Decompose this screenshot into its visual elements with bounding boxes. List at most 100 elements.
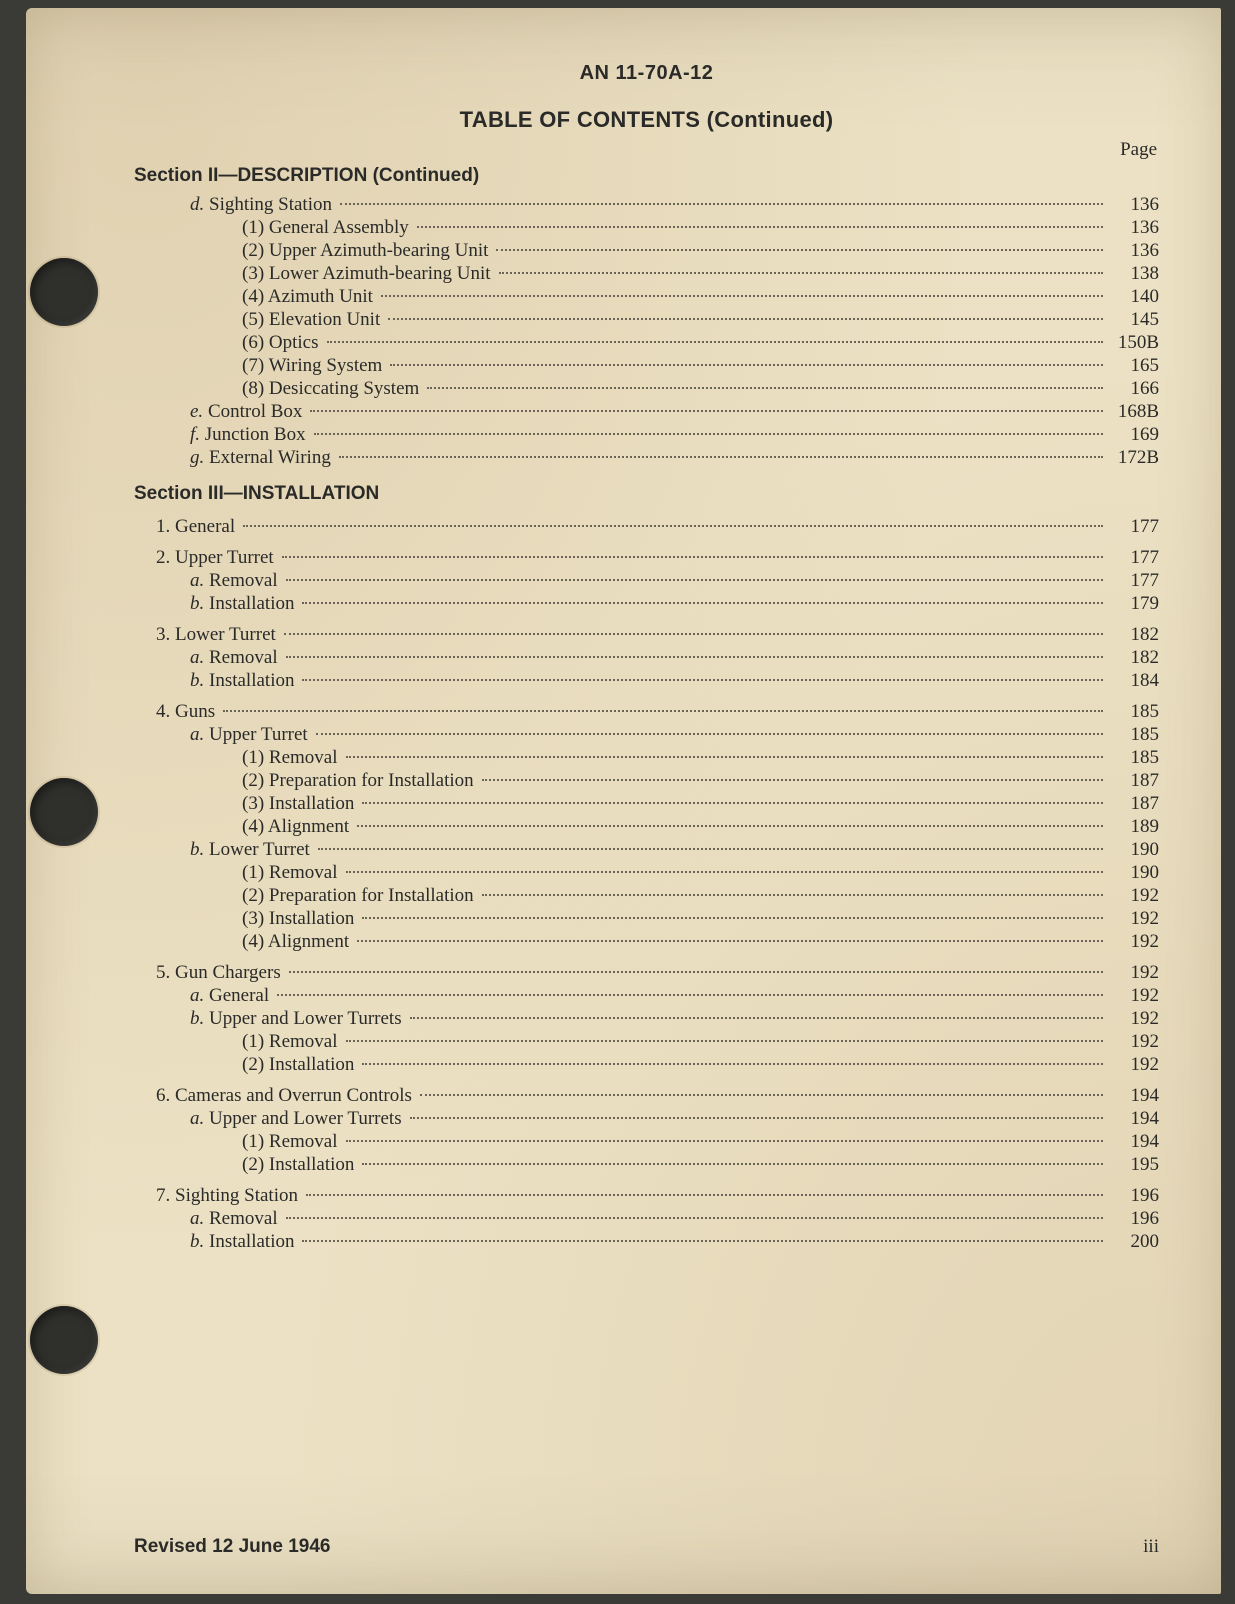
toc-entry-text: Upper and Lower Turrets bbox=[209, 1108, 402, 1129]
toc-entry-label: (6) Optics bbox=[242, 333, 325, 352]
dot-leader bbox=[388, 318, 1103, 320]
toc-entry-marker: b. bbox=[190, 839, 209, 860]
toc-entry-page: 194 bbox=[1107, 1086, 1159, 1105]
toc-entry-marker: (3) bbox=[242, 793, 269, 814]
hole-punch-icon bbox=[30, 1306, 98, 1374]
dot-leader bbox=[339, 456, 1103, 458]
toc-entry-marker: a. bbox=[190, 647, 209, 668]
toc-entry-page: 187 bbox=[1107, 794, 1159, 813]
toc-entry: (8) Desiccating System166 bbox=[134, 379, 1159, 398]
dot-leader bbox=[390, 364, 1103, 366]
toc-entry-text: Optics bbox=[269, 332, 319, 353]
toc-entry: (1) Removal192 bbox=[134, 1032, 1159, 1051]
page-content: AN 11-70A-12 TABLE OF CONTENTS (Continue… bbox=[134, 62, 1159, 1558]
toc-entry-marker: a. bbox=[190, 1108, 209, 1129]
toc-entry-label: 2. Upper Turret bbox=[156, 548, 280, 567]
toc-entry-page: 150B bbox=[1107, 333, 1159, 352]
toc-entry-page: 145 bbox=[1107, 310, 1159, 329]
toc-entry-label: a. Upper and Lower Turrets bbox=[190, 1109, 408, 1128]
dot-leader bbox=[496, 249, 1103, 251]
toc-entry-text: Removal bbox=[269, 1031, 338, 1052]
toc-entry-label: (1) Removal bbox=[242, 748, 344, 767]
toc-entry: e. Control Box168B bbox=[134, 402, 1159, 421]
toc-entry: (3) Installation 187 bbox=[134, 794, 1159, 813]
dot-leader bbox=[346, 756, 1103, 758]
dot-leader bbox=[357, 825, 1103, 827]
dot-leader bbox=[346, 1040, 1103, 1042]
toc-entry-label: b. Lower Turret bbox=[190, 840, 316, 859]
toc-entry-page: 179 bbox=[1107, 594, 1159, 613]
toc-entry-page: 184 bbox=[1107, 671, 1159, 690]
dot-leader bbox=[310, 410, 1103, 412]
toc-entry: (1) General Assembly136 bbox=[134, 218, 1159, 237]
toc-entry: 4. Guns185 bbox=[134, 702, 1159, 721]
dot-leader bbox=[302, 1240, 1103, 1242]
dot-leader bbox=[327, 341, 1103, 343]
toc-entry: (3) Lower Azimuth-bearing Unit138 bbox=[134, 264, 1159, 283]
toc-entry-page: 177 bbox=[1107, 517, 1159, 536]
toc-entry-label: (1) Removal bbox=[242, 1132, 344, 1151]
toc-entry-marker: 6. bbox=[156, 1085, 175, 1106]
toc-entry: b. Installation179 bbox=[134, 594, 1159, 613]
dot-leader bbox=[286, 656, 1103, 658]
toc-entry-page: 185 bbox=[1107, 748, 1159, 767]
dot-leader bbox=[417, 226, 1103, 228]
toc-entry-label: b. Installation bbox=[190, 1232, 300, 1251]
toc-entry: (1) Removal 185 bbox=[134, 748, 1159, 767]
toc-section-iii: 1. General1772. Upper Turret177a. Remova… bbox=[134, 517, 1159, 1251]
dot-leader bbox=[314, 433, 1103, 435]
toc-entry-marker: a. bbox=[190, 985, 209, 1006]
toc-entry-page: 194 bbox=[1107, 1132, 1159, 1151]
dot-leader bbox=[362, 1163, 1103, 1165]
toc-entry-label: (5) Elevation Unit bbox=[242, 310, 386, 329]
toc-entry: (4) Azimuth Unit140 bbox=[134, 287, 1159, 306]
toc-entry-page: 192 bbox=[1107, 909, 1159, 928]
toc-entry-marker: 1. bbox=[156, 516, 175, 537]
revised-date: Revised 12 June 1946 bbox=[134, 1536, 330, 1558]
toc-entry-label: a. Removal bbox=[190, 571, 284, 590]
toc-entry-page: 190 bbox=[1107, 863, 1159, 882]
toc-entry-label: (1) General Assembly bbox=[242, 218, 415, 237]
toc-entry-page: 182 bbox=[1107, 625, 1159, 644]
toc-entry-marker: (6) bbox=[242, 332, 269, 353]
toc-entry-text: Removal bbox=[269, 747, 338, 768]
toc-entry-text: Removal bbox=[209, 647, 278, 668]
toc-entry-label: a. General bbox=[190, 986, 275, 1005]
toc-entry-label: 5. Gun Chargers bbox=[156, 963, 287, 982]
toc-entry-label: 6. Cameras and Overrun Controls bbox=[156, 1086, 418, 1105]
toc-entry-marker: (8) bbox=[242, 378, 269, 399]
toc-entry-text: Installation bbox=[209, 670, 294, 691]
toc-entry: 7. Sighting Station196 bbox=[134, 1186, 1159, 1205]
toc-entry-marker: b. bbox=[190, 1231, 209, 1252]
toc-entry-text: Lower Turret bbox=[175, 624, 276, 645]
toc-entry-text: Removal bbox=[209, 1208, 278, 1229]
toc-entry-text: Azimuth Unit bbox=[268, 286, 373, 307]
dot-leader bbox=[410, 1117, 1103, 1119]
dot-leader bbox=[340, 203, 1103, 205]
toc-title: TABLE OF CONTENTS (Continued) bbox=[134, 107, 1159, 133]
toc-entry: (4) Alignment192 bbox=[134, 932, 1159, 951]
toc-entry: (1) Removal190 bbox=[134, 863, 1159, 882]
toc-entry-marker: e. bbox=[190, 401, 208, 422]
toc-entry-marker: (1) bbox=[242, 1131, 269, 1152]
toc-entry-text: Desiccating System bbox=[269, 378, 419, 399]
toc-entry-marker: (2) bbox=[242, 885, 269, 906]
toc-entry-marker: (3) bbox=[242, 263, 269, 284]
toc-entry-page: 192 bbox=[1107, 1032, 1159, 1051]
toc-entry: (2) Installation195 bbox=[134, 1155, 1159, 1174]
toc-entry-marker: a. bbox=[190, 570, 209, 591]
toc-entry-label: (2) Upper Azimuth-bearing Unit bbox=[242, 241, 494, 260]
toc-entry-text: Installation bbox=[269, 793, 354, 814]
toc-entry-text: Installation bbox=[209, 1231, 294, 1252]
toc-entry-label: (8) Desiccating System bbox=[242, 379, 425, 398]
toc-entry-text: Alignment bbox=[268, 931, 349, 952]
toc-entry-label: b. Upper and Lower Turrets bbox=[190, 1009, 408, 1028]
toc-entry-marker: (4) bbox=[242, 286, 268, 307]
toc-entry-text: Junction Box bbox=[205, 424, 306, 445]
toc-entry-text: General bbox=[209, 985, 269, 1006]
toc-entry-label: a. Removal bbox=[190, 648, 284, 667]
toc-entry-marker: (2) bbox=[242, 1154, 269, 1175]
toc-entry-label: g. External Wiring bbox=[190, 448, 337, 467]
toc-entry-page: 194 bbox=[1107, 1109, 1159, 1128]
dot-leader bbox=[346, 871, 1103, 873]
